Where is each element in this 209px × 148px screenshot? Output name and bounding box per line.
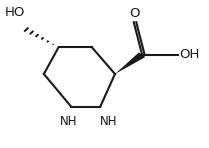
Text: NH: NH bbox=[60, 115, 78, 128]
Polygon shape bbox=[115, 52, 145, 74]
Text: HO: HO bbox=[4, 5, 25, 18]
Text: NH: NH bbox=[100, 115, 117, 128]
Text: O: O bbox=[130, 7, 140, 20]
Text: OH: OH bbox=[180, 48, 200, 61]
